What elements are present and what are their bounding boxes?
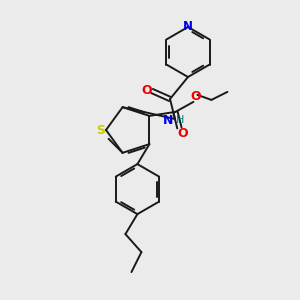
Text: O: O	[142, 83, 152, 97]
Text: O: O	[177, 128, 188, 140]
Text: N: N	[163, 113, 173, 127]
Text: O: O	[190, 90, 201, 104]
Text: H: H	[176, 115, 184, 125]
Text: N: N	[183, 20, 193, 34]
Text: S: S	[97, 124, 106, 136]
